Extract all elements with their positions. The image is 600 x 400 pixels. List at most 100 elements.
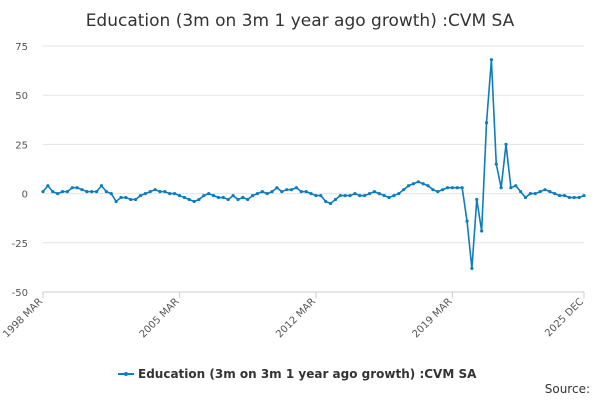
point xyxy=(285,188,289,192)
point xyxy=(582,193,586,198)
point xyxy=(226,197,230,202)
point xyxy=(455,186,459,190)
point xyxy=(523,195,528,200)
point xyxy=(138,193,143,198)
point xyxy=(475,197,479,202)
point xyxy=(182,195,186,200)
point xyxy=(494,162,498,166)
point xyxy=(519,190,523,194)
point xyxy=(567,195,571,200)
point xyxy=(75,186,79,190)
point xyxy=(241,195,245,200)
point xyxy=(577,195,581,200)
point xyxy=(211,193,216,198)
point xyxy=(377,192,381,196)
point xyxy=(270,190,274,194)
point xyxy=(509,186,513,190)
point xyxy=(528,192,532,196)
point xyxy=(543,188,547,192)
point xyxy=(168,192,172,196)
point xyxy=(187,197,191,202)
point xyxy=(158,190,162,194)
point xyxy=(465,219,469,223)
point xyxy=(367,192,372,196)
point xyxy=(109,192,113,196)
point xyxy=(60,190,65,194)
y-tick-label: 75 xyxy=(15,42,28,53)
point xyxy=(304,190,308,194)
point xyxy=(90,190,94,194)
point xyxy=(572,195,576,200)
point xyxy=(348,193,352,198)
point xyxy=(553,192,557,196)
point xyxy=(250,193,255,198)
point xyxy=(221,195,225,200)
point xyxy=(65,190,69,194)
point xyxy=(363,193,367,198)
point xyxy=(421,182,425,186)
point xyxy=(236,197,240,202)
point xyxy=(177,193,182,198)
point xyxy=(153,188,157,192)
point xyxy=(353,192,357,196)
point xyxy=(445,186,450,190)
point xyxy=(294,186,299,190)
point xyxy=(299,190,303,194)
point xyxy=(480,229,484,233)
point xyxy=(441,188,445,192)
chart-title: Education (3m on 3m 1 year ago growth) :… xyxy=(86,11,515,31)
point xyxy=(314,193,318,198)
point xyxy=(533,192,537,196)
point xyxy=(309,192,313,196)
point xyxy=(397,192,401,196)
point xyxy=(275,186,279,190)
legend-label: Education (3m on 3m 1 year ago growth) :… xyxy=(138,367,477,381)
point xyxy=(328,201,333,206)
point xyxy=(392,193,396,198)
point xyxy=(338,193,342,198)
point xyxy=(538,190,542,194)
point xyxy=(172,192,177,196)
y-tick-label: -50 xyxy=(12,288,28,299)
point xyxy=(148,190,152,194)
point xyxy=(289,188,294,192)
point xyxy=(450,186,455,190)
point xyxy=(207,192,211,196)
point xyxy=(202,193,206,198)
point xyxy=(558,193,562,198)
point xyxy=(319,193,323,198)
point xyxy=(216,195,221,200)
point xyxy=(431,188,435,192)
point xyxy=(489,58,493,62)
point xyxy=(255,192,260,196)
y-tick-label: 25 xyxy=(15,140,28,151)
point xyxy=(387,195,391,200)
y-tick-label: 0 xyxy=(22,190,28,201)
point xyxy=(192,199,196,204)
point xyxy=(129,197,133,202)
point xyxy=(484,121,489,125)
y-tick-label: 50 xyxy=(15,91,28,102)
point xyxy=(70,186,74,190)
point xyxy=(514,184,518,188)
point xyxy=(95,190,99,194)
x-tick-label: 2012 MAR xyxy=(274,296,318,340)
point xyxy=(382,193,386,198)
point xyxy=(470,266,474,270)
point xyxy=(260,190,264,194)
point xyxy=(163,190,167,194)
point xyxy=(143,192,147,196)
point xyxy=(416,180,420,184)
x-tick-label: 1998 MAR xyxy=(1,296,45,340)
point xyxy=(406,184,411,188)
point xyxy=(343,193,347,198)
point xyxy=(104,190,108,194)
point xyxy=(119,195,123,200)
point xyxy=(324,199,328,204)
point xyxy=(436,190,440,194)
line xyxy=(42,59,585,269)
point xyxy=(46,184,50,188)
x-tick-label: 2019 MAR xyxy=(411,296,455,340)
x-tick-label: 2025 DEC xyxy=(543,296,586,339)
